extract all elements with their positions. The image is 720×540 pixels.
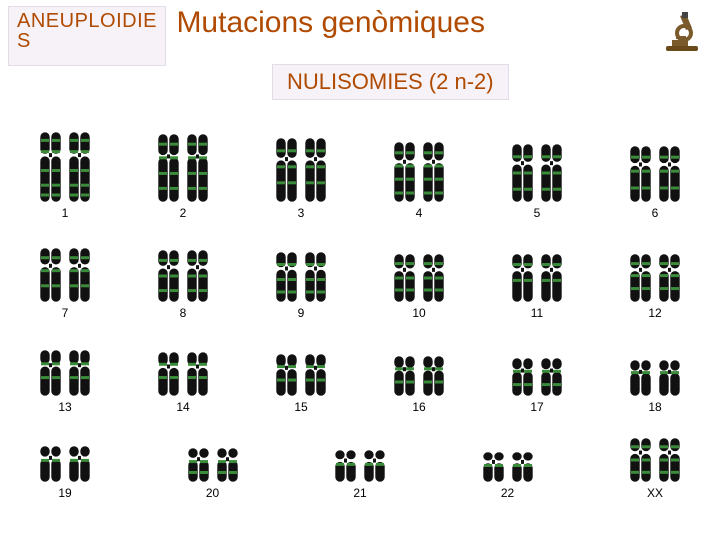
chromosome-label: 7: [62, 306, 69, 320]
chromosome-pair-14: 14: [158, 352, 208, 414]
chromosome-label: 17: [530, 400, 543, 414]
chromosome-label: 9: [298, 306, 305, 320]
chromosome-label: 12: [648, 306, 661, 320]
chromosome-label: 16: [412, 400, 425, 414]
chromosome-pair-12: 12: [630, 254, 680, 320]
chromosome-pair-13: 13: [40, 350, 90, 414]
chromosome-label: 22: [501, 486, 514, 500]
header-tag: ANEUPLOIDIE S: [8, 6, 166, 66]
chromosome-label: 14: [176, 400, 189, 414]
chromosome-label: 15: [294, 400, 307, 414]
karyo-row-2: 7 8 9 10 11 12: [40, 230, 680, 320]
karyo-row-4: 19 20 21 22 XX: [40, 420, 680, 500]
chromosome-pair-4: 4: [394, 142, 444, 220]
chromosome-pair-19: 19: [40, 446, 90, 500]
subtitle-box: NULISOMIES (2 n-2): [272, 64, 509, 100]
chromosome-pair-3: 3: [276, 138, 326, 220]
chromosome-label: 21: [353, 486, 366, 500]
chromosome-label: 10: [412, 306, 425, 320]
chromosome-label: 1: [62, 206, 69, 220]
chromosome-label: 6: [652, 206, 659, 220]
chromosome-pair-6: 6: [630, 146, 680, 220]
chromosome-label: 8: [180, 306, 187, 320]
chromosome-pair-11: 11: [512, 254, 562, 320]
chromosome-label: 2: [180, 206, 187, 220]
chromosome-pair-XX: XX: [630, 438, 680, 500]
karyo-row-1: 1 2 3 4 5 6: [40, 110, 680, 220]
chromosome-pair-17: 17: [512, 358, 562, 414]
chromosome-label: 20: [206, 486, 219, 500]
chromosome-label: 5: [534, 206, 541, 220]
chromosome-pair-21: 21: [335, 450, 385, 500]
chromosome-label: 3: [298, 206, 305, 220]
chromosome-pair-22: 22: [483, 452, 533, 500]
header-bar: ANEUPLOIDIE S Mutacions genòmiques: [8, 6, 712, 52]
chromosome-pair-20: 20: [188, 448, 238, 500]
chromosome-pair-7: 7: [40, 248, 90, 320]
microscope-icon: [662, 10, 702, 52]
chromosome-pair-15: 15: [276, 354, 326, 414]
karyo-row-3: 13 14 15 16 17 18: [40, 330, 680, 414]
chromosome-pair-1: 1: [40, 132, 90, 220]
chromosome-label: 13: [58, 400, 71, 414]
chromosome-label: 19: [58, 486, 71, 500]
chromosome-pair-8: 8: [158, 250, 208, 320]
chromosome-pair-2: 2: [158, 134, 208, 220]
chromosome-label: XX: [647, 486, 663, 500]
chromosome-label: 4: [416, 206, 423, 220]
chromosome-pair-10: 10: [394, 254, 444, 320]
chromosome-pair-9: 9: [276, 252, 326, 320]
page-title: Mutacions genòmiques: [176, 6, 485, 40]
chromosome-pair-16: 16: [394, 356, 444, 414]
chromosome-pair-5: 5: [512, 144, 562, 220]
chromosome-pair-18: 18: [630, 360, 680, 414]
chromosome-label: 11: [531, 306, 543, 320]
karyotype-grid: 123456 789101112 131415161718 19202122XX: [40, 110, 680, 530]
chromosome-label: 18: [648, 400, 661, 414]
